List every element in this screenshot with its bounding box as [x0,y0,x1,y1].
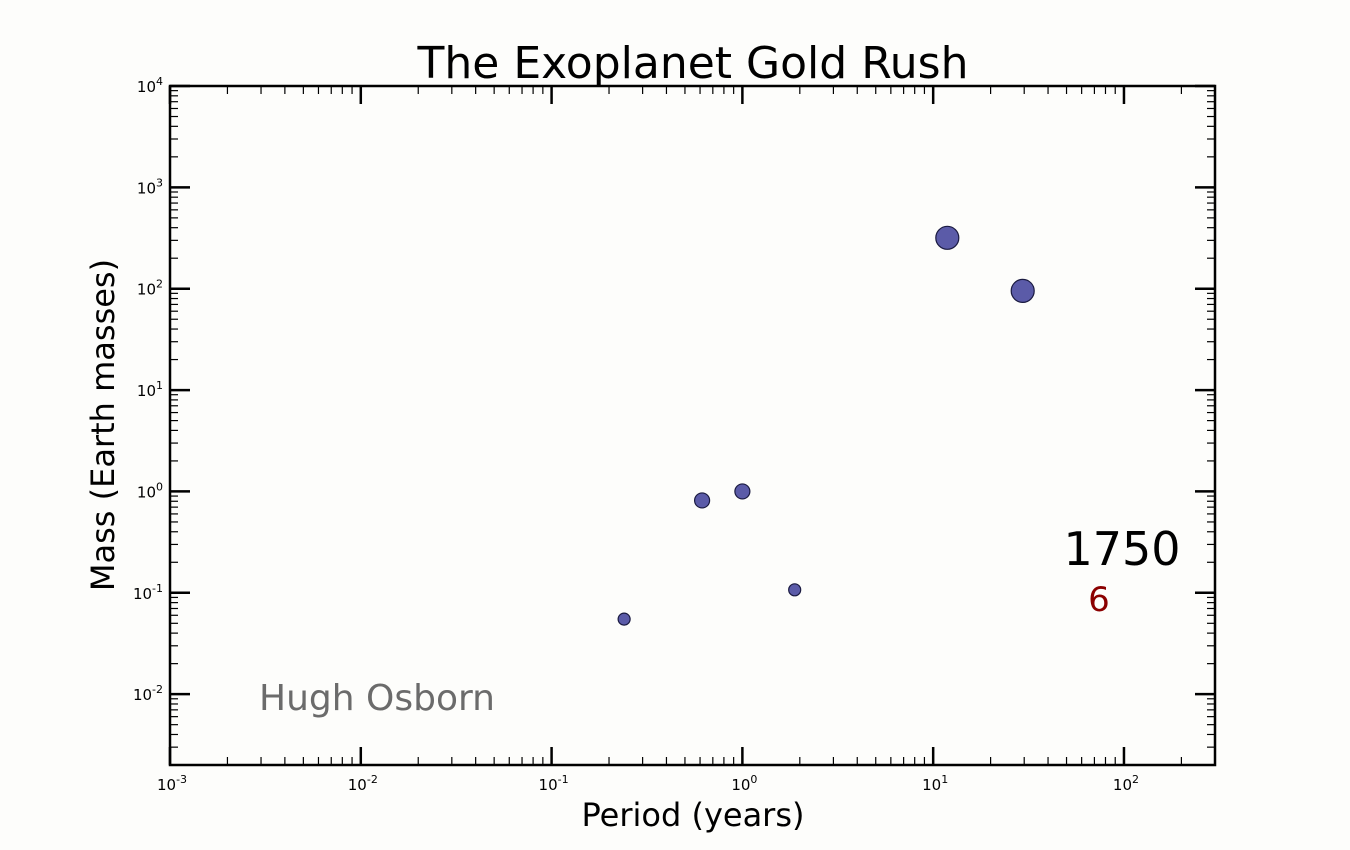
y-tick-label: 10-2 [133,683,163,704]
planet-point [617,612,631,626]
x-tick-label: 10-2 [348,773,378,794]
y-axis-label: Mass (Earth masses) [84,259,122,591]
x-tick-labels: 10-3 10-2 10-1 100 101 102 [157,773,1139,794]
y-tick-label: 101 [137,379,163,400]
x-tick-label: 100 [731,773,757,794]
planet-point [734,483,751,500]
x-axis-label: Period (years) [582,796,805,834]
x-tick-label: 10-3 [157,773,187,794]
y-tick-label: 10-1 [133,582,163,603]
x-tick-label: 101 [922,773,948,794]
y-tick-label: 100 [137,480,163,501]
y-tick-label: 103 [137,176,163,197]
author-credit: Hugh Osborn [259,678,495,719]
axis-ticks [168,84,1216,766]
chart-title: The Exoplanet Gold Rush [417,38,969,89]
planet-count-label: 6 [1088,580,1110,620]
planet-point [935,225,960,250]
y-tick-label: 104 [137,75,163,96]
planet-point [693,492,711,509]
x-tick-label: 10-1 [539,773,569,794]
x-tick-label: 102 [1113,773,1139,794]
y-tick-labels: 10-2 10-1 100 101 102 103 104 [133,75,163,704]
data-points [617,225,1035,626]
planet-point [788,583,802,597]
year-label: 1750 [1063,522,1180,576]
y-tick-label: 102 [137,278,163,299]
planet-point [1010,278,1035,303]
plot-frame [168,84,1217,767]
